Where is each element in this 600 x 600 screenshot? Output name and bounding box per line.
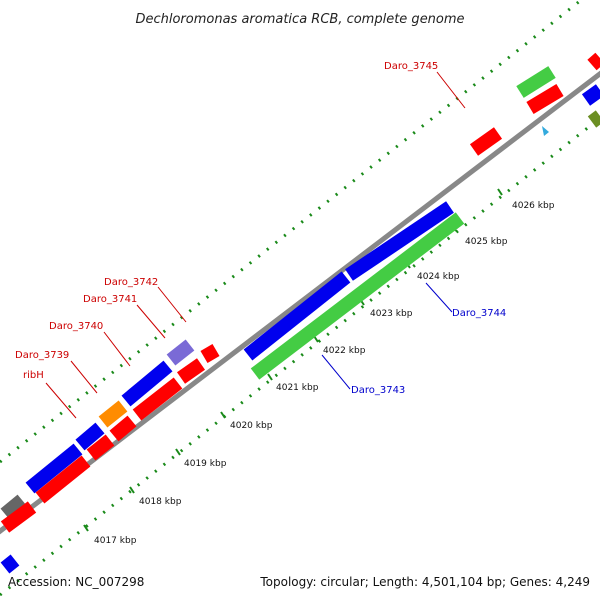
gene-arrow-blue[interactable] <box>121 360 173 407</box>
map-title: Dechloromonas aromatica RCB, complete ge… <box>135 12 464 27</box>
scale-label: 4019 kbp <box>184 459 227 469</box>
marker-cyan <box>542 126 549 136</box>
accession-text: Accession: NC_007298 <box>8 575 144 589</box>
gene-arrow-gray[interactable] <box>0 494 27 520</box>
gene-arrow-blue[interactable] <box>0 554 20 574</box>
leader-lines-red <box>45 71 466 419</box>
forward-track <box>0 66 600 574</box>
leader-lines-blue <box>321 282 453 390</box>
gene-arrow-red[interactable] <box>587 52 600 71</box>
gene-arrow-green[interactable] <box>250 212 465 380</box>
gene-arrow-blue[interactable] <box>25 443 83 494</box>
gene-label-ribH[interactable]: ribH <box>23 370 44 381</box>
gene-arrow-red[interactable] <box>86 434 115 461</box>
gene-arrow-olive[interactable] <box>587 110 600 128</box>
gene-arrow-red[interactable] <box>200 343 220 364</box>
gene-label-Daro_3745[interactable]: Daro_3745 <box>384 61 438 72</box>
gene-arrow-blue[interactable] <box>581 84 600 106</box>
scale-label: 4017 kbp <box>94 536 137 546</box>
gene-arrow-Daro_3743[interactable] <box>243 271 351 361</box>
scale-label: 4026 kbp <box>512 201 555 211</box>
genome-summary-text: Topology: circular; Length: 4,501,104 bp… <box>259 575 590 589</box>
scale-label: 4022 kbp <box>323 346 366 356</box>
gene-arrow-green[interactable] <box>516 66 556 98</box>
scale-label: 4025 kbp <box>465 237 508 247</box>
gene-label-Daro_3741[interactable]: Daro_3741 <box>83 294 137 305</box>
gene-label-Daro_3743[interactable]: Daro_3743 <box>351 385 405 396</box>
scale-label: 4024 kbp <box>417 272 460 282</box>
scale-label: 4021 kbp <box>276 383 319 393</box>
gene-label-Daro_3740[interactable]: Daro_3740 <box>49 321 103 332</box>
outer-tick-ring <box>0 0 584 464</box>
gene-arrow-red[interactable] <box>176 358 206 384</box>
scale-label: 4023 kbp <box>370 309 413 319</box>
gene-arrow-red[interactable] <box>109 415 137 442</box>
gene-arrow-purple[interactable] <box>166 339 195 366</box>
gene-arrow-ribH[interactable] <box>75 422 105 451</box>
inner-tick-ring <box>0 116 600 597</box>
gene-arrow-Daro_3744[interactable] <box>345 201 454 281</box>
gene-arrow-orange[interactable] <box>98 400 128 428</box>
gene-arrow-Daro_3745[interactable] <box>469 127 503 156</box>
gene-label-Daro_3744[interactable]: Daro_3744 <box>452 308 506 319</box>
gene-arrow-red[interactable] <box>0 501 37 533</box>
reverse-track <box>0 52 600 533</box>
gene-arrow-red[interactable] <box>132 377 183 421</box>
scale-labels: 4017 kbp 4018 kbp 4019 kbp 4020 kbp 4021… <box>94 201 555 546</box>
gene-label-Daro_3742[interactable]: Daro_3742 <box>104 277 158 288</box>
gene-arrow-red[interactable] <box>35 455 91 504</box>
gene-label-Daro_3739[interactable]: Daro_3739 <box>15 350 69 361</box>
scale-label: 4020 kbp <box>230 421 273 431</box>
gene-arrow-red[interactable] <box>526 83 564 115</box>
scale-label: 4018 kbp <box>139 497 182 507</box>
